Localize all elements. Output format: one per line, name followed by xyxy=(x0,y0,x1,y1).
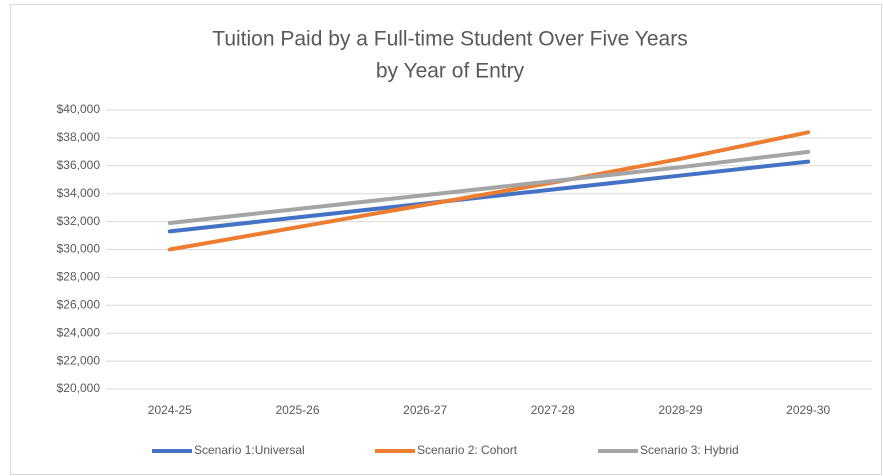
x-tick-label: 2024-25 xyxy=(148,403,192,417)
y-tick-label: $40,000 xyxy=(57,102,101,116)
series-line xyxy=(167,130,811,252)
y-tick-label: $24,000 xyxy=(57,325,101,339)
y-tick-label: $38,000 xyxy=(57,130,101,144)
x-tick-label: 2027-28 xyxy=(531,403,575,417)
legend-label: Scenario 2: Cohort xyxy=(417,443,518,457)
y-tick-label: $36,000 xyxy=(57,158,101,172)
x-tick-label: 2029-30 xyxy=(786,403,830,417)
y-tick-label: $20,000 xyxy=(57,381,101,395)
y-tick-label: $28,000 xyxy=(57,270,101,284)
y-tick-label: $32,000 xyxy=(57,214,101,228)
x-tick-label: 2025-26 xyxy=(275,403,319,417)
y-tick-label: $22,000 xyxy=(57,353,101,367)
chart-title: by Year of Entry xyxy=(376,60,525,83)
chart-frame xyxy=(10,4,882,475)
series-line xyxy=(167,149,811,225)
y-tick-label: $34,000 xyxy=(57,186,101,200)
x-tick-label: 2028-29 xyxy=(658,403,702,417)
x-tick-label: 2026-27 xyxy=(403,403,447,417)
legend-label: Scenario 1:Universal xyxy=(194,443,305,457)
chart-title: Tuition Paid by a Full-time Student Over… xyxy=(212,28,687,51)
y-tick-label: $30,000 xyxy=(57,242,101,256)
series-line xyxy=(167,159,811,234)
y-tick-label: $26,000 xyxy=(57,297,101,311)
legend-label: Scenario 3: Hybrid xyxy=(640,443,739,457)
